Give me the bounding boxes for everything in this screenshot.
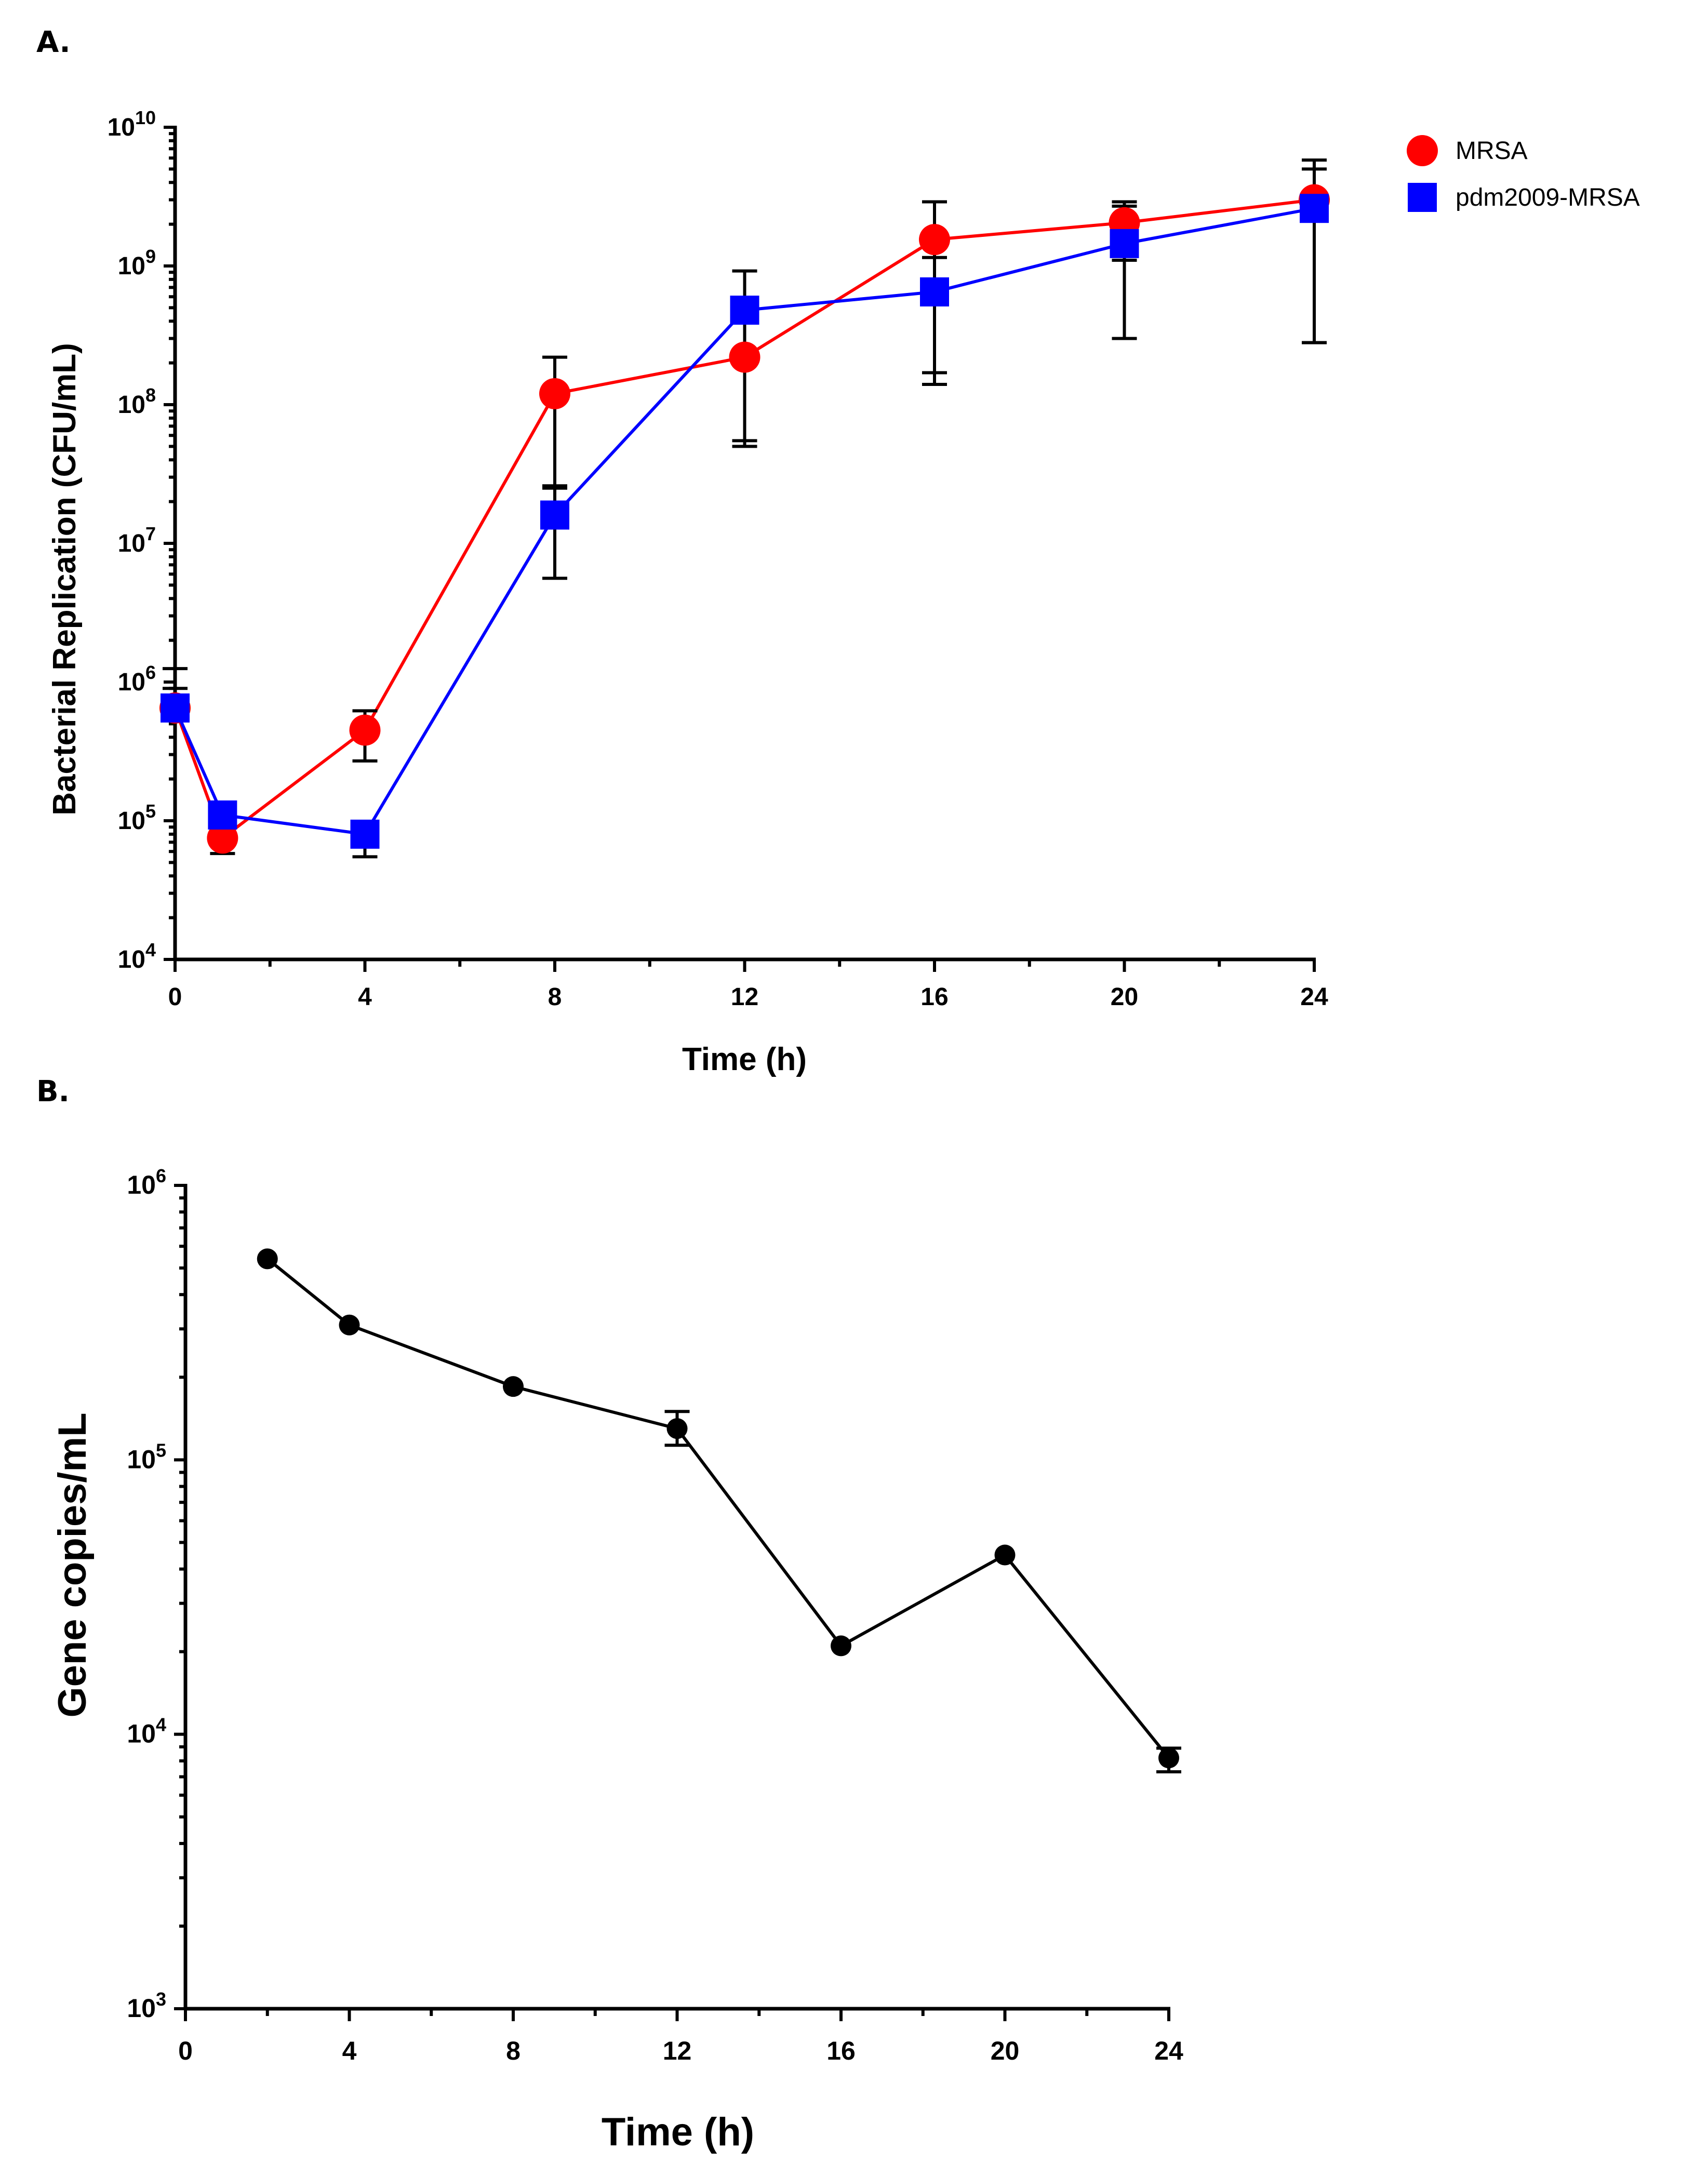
panel-a-label: A.: [36, 25, 71, 59]
panel-b-y-axis-title: Gene copies/mL: [50, 1412, 95, 1717]
panel-a-markers: [159, 184, 1330, 854]
y-tick-label: 1010: [108, 107, 156, 141]
y-tick-label: 105: [127, 1439, 166, 1474]
data-point: [666, 1418, 688, 1439]
panel-a-y-axis-title: Bacterial Replication (CFU/mL): [47, 343, 83, 815]
data-point: [729, 341, 760, 373]
data-point: [503, 1376, 524, 1397]
x-tick-label: 0: [168, 983, 182, 1011]
data-point: [1158, 1747, 1179, 1769]
legend-mrsa-label: MRSA: [1456, 137, 1528, 165]
data-point: [350, 819, 380, 849]
data-point: [539, 378, 570, 409]
data-point: [349, 714, 381, 746]
panel-b-x-axis-title: Time (h): [602, 2110, 754, 2154]
data-point: [207, 822, 238, 854]
x-tick-label: 20: [991, 2036, 1020, 2065]
panel-b-y-tick-labels: 103 104 105 106: [127, 1165, 166, 2023]
y-tick-label: 104: [127, 1714, 166, 1748]
data-point: [730, 296, 759, 325]
x-tick-label: 16: [920, 983, 948, 1011]
x-tick-label: 8: [548, 983, 562, 1011]
data-point: [161, 693, 190, 723]
x-tick-label: 4: [342, 2036, 357, 2065]
data-point: [540, 500, 569, 530]
y-tick-label: 106: [127, 1165, 166, 1199]
panel-b: B. Gene copies/mL Time (h) 103104105106 …: [36, 1075, 1183, 2154]
data-point: [339, 1314, 360, 1336]
x-tick-label: 4: [358, 983, 372, 1011]
data-point: [1110, 229, 1139, 258]
panel-a-x-tick-labels: 0 4 8 12 16 20 24: [168, 983, 1328, 1011]
panel-b-markers: [257, 1248, 1179, 1769]
data-point: [919, 224, 950, 256]
panel-a-x-axis-title: Time (h): [682, 1042, 807, 1077]
y-tick-label: 107: [118, 523, 156, 557]
y-tick-label: 109: [118, 246, 156, 280]
panel-b-error-bars: [664, 1410, 1181, 1773]
panel-a-axes: [164, 126, 1316, 972]
x-tick-label: 20: [1111, 983, 1138, 1011]
data-point: [994, 1544, 1016, 1566]
data-point: [920, 277, 949, 306]
x-tick-label: 16: [826, 2036, 856, 2065]
panel-b-series-lines: [266, 1258, 1170, 1759]
data-point: [257, 1248, 278, 1270]
x-tick-label: 8: [506, 2036, 521, 2065]
x-tick-label: 24: [1300, 983, 1328, 1011]
panel-b-label: B.: [36, 1075, 70, 1109]
panel-b-axes: [174, 1184, 1170, 2021]
y-tick-label: 105: [118, 800, 156, 835]
panel-a-series-lines: [174, 198, 1315, 841]
series-line: [266, 1258, 1170, 1759]
y-tick-label: 103: [127, 1988, 166, 2023]
data-point: [208, 800, 237, 830]
x-tick-label: 12: [663, 2036, 692, 2065]
legend-mrsa-marker-icon: [1407, 135, 1438, 166]
panel-a-legend: MRSA pdm2009-MRSA: [1407, 135, 1640, 212]
legend-pdm2009-mrsa-label: pdm2009-MRSA: [1456, 184, 1640, 211]
data-point: [831, 1635, 851, 1657]
x-tick-label: 12: [731, 983, 758, 1011]
x-tick-label: 24: [1154, 2036, 1183, 2065]
y-tick-label: 106: [118, 662, 156, 696]
data-point: [1300, 194, 1329, 223]
series-line: [174, 198, 1315, 841]
x-tick-label: 0: [178, 2036, 193, 2065]
panel-a-y-tick-labels: 104 105 106 107 108 109 1010: [108, 107, 156, 973]
series-line: [174, 207, 1315, 836]
panel-a: A. Bacterial Replication (CFU/mL) Time (…: [36, 25, 1640, 1077]
y-tick-label: 104: [118, 939, 156, 973]
legend-pdm2009-mrsa-marker-icon: [1408, 183, 1437, 212]
y-tick-label: 108: [118, 384, 156, 419]
panel-b-x-tick-labels: 0 4 8 12 16 20 24: [178, 2036, 1183, 2065]
